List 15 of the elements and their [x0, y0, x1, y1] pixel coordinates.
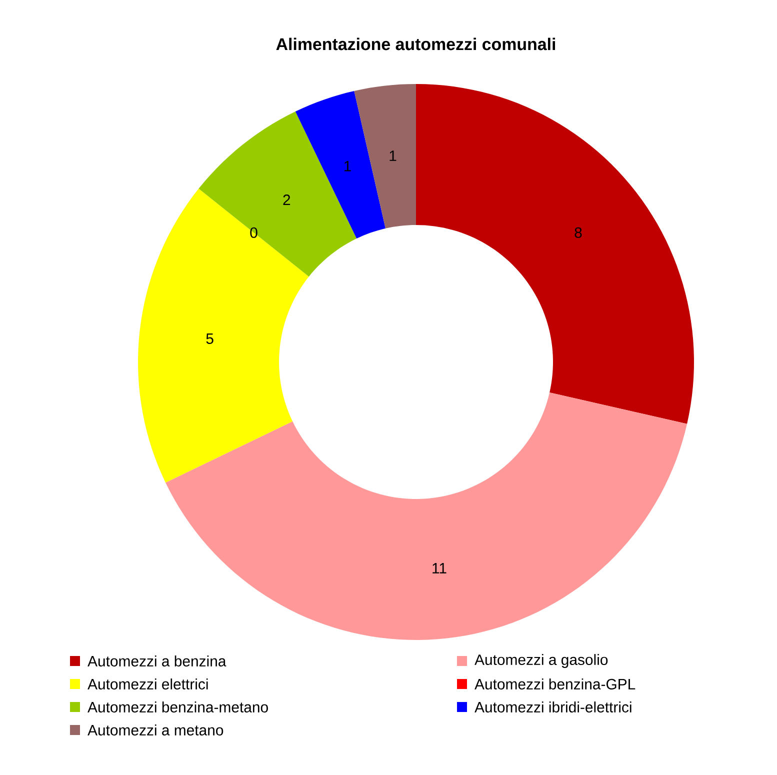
data-label: 11: [432, 563, 446, 574]
legend-label: Automezzi ibridi-elettrici: [474, 702, 632, 712]
legend-label: Automezzi benzina-GPL: [474, 678, 636, 690]
data-label: 1: [390, 150, 396, 161]
data-label: 5: [206, 334, 214, 344]
legend-label: Automezzi a gasolio: [474, 654, 608, 668]
legend-label: Automezzi elettrici: [88, 678, 208, 690]
chart-title: Alimentazione automezzi comunali: [276, 38, 556, 50]
legend-label: Automezzi benzina-metano: [88, 702, 268, 712]
legend-label: Automezzi a benzina: [88, 656, 226, 666]
data-label: 8: [574, 227, 582, 238]
text: 0: [250, 227, 258, 238]
legend-label: Automezzi a metano: [88, 724, 224, 736]
data-label: 1: [344, 160, 351, 172]
data-label: 2: [283, 194, 290, 205]
